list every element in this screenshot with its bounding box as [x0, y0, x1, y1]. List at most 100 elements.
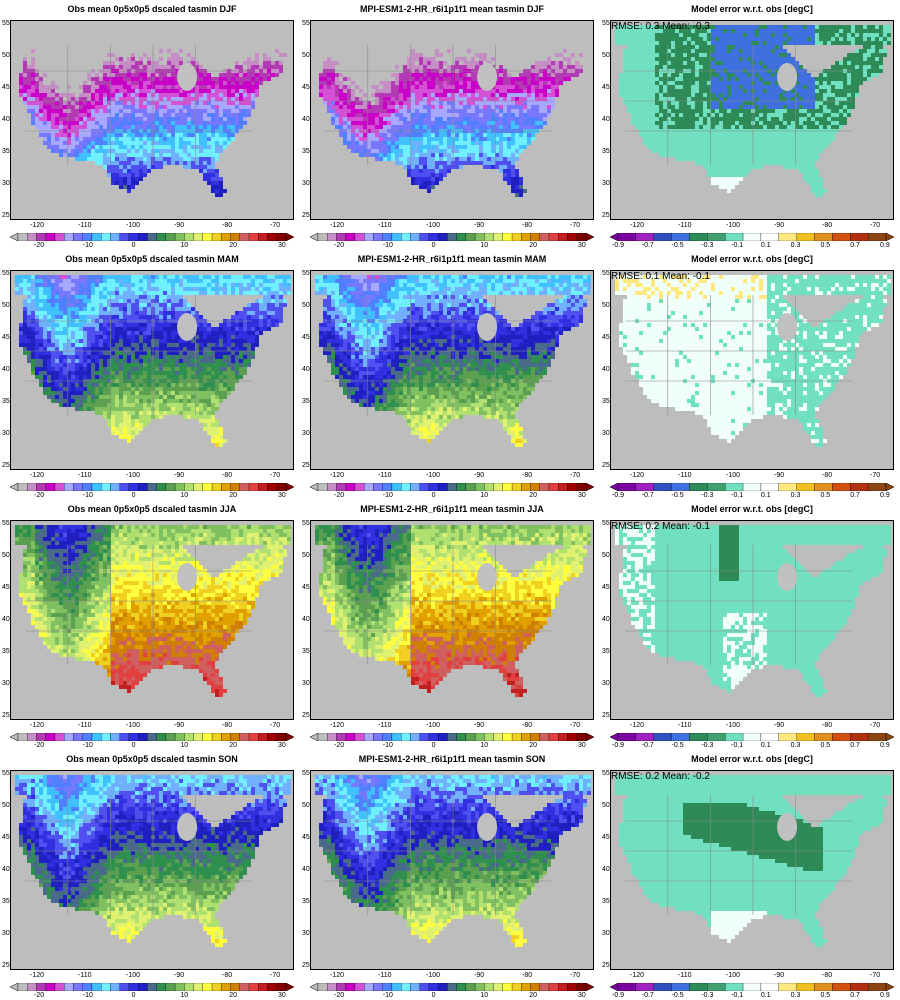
colorbar-swatch [428, 233, 439, 241]
lat-tick-label: 25 [602, 962, 610, 969]
colorbar-swatch [345, 233, 356, 241]
colorbar-swatch [832, 733, 851, 741]
colorbar [610, 983, 894, 991]
colorbar-swatch [653, 483, 672, 491]
lat-tick-label: 55 [2, 770, 10, 777]
colorbar-max-arrow [285, 733, 294, 741]
colorbar-swatch [465, 733, 476, 741]
lat-tick-label: 25 [2, 212, 10, 219]
colorbar-swatch [707, 483, 726, 491]
colorbar-min-arrow [610, 733, 619, 741]
map-raster [11, 21, 293, 219]
lat-tick-label: 35 [602, 648, 610, 655]
lon-tick-label: -80 [222, 722, 232, 729]
lon-tick-label: -80 [222, 222, 232, 229]
lon-tick-label: -90 [174, 222, 184, 229]
colorbar-swatch [193, 483, 203, 491]
lat-tick-label: 50 [302, 802, 310, 809]
colorbar-swatch [401, 483, 411, 491]
colorbar-swatch [576, 733, 587, 741]
lon-tick-label: -110 [678, 472, 692, 479]
colorbar-swatch [539, 733, 550, 741]
lat-tick-label: 35 [2, 148, 10, 155]
colorbar-min-arrow [310, 733, 319, 741]
colorbar-label: 10 [480, 742, 488, 749]
colorbar-swatch [258, 733, 268, 741]
colorbar-swatch [419, 733, 430, 741]
colorbar-label: 0.7 [850, 992, 860, 999]
colorbar-label: 0 [432, 492, 436, 499]
map-son-model [310, 770, 594, 970]
colorbar-swatch [73, 483, 83, 491]
lon-tick-label: -70 [870, 472, 880, 479]
lat-tick-label: 45 [2, 84, 10, 91]
lat-tick-label: 30 [302, 930, 310, 937]
colorbar-swatch [635, 733, 654, 741]
colorbar-swatch [814, 983, 833, 991]
colorbar-swatch [521, 233, 531, 241]
colorbar-swatch [230, 983, 240, 991]
lat-tick-label: 35 [2, 898, 10, 905]
map-raster [611, 271, 893, 469]
colorbar [10, 483, 294, 491]
colorbar-min-arrow [10, 483, 19, 491]
colorbar-swatch [73, 983, 83, 991]
lat-tick-label: 35 [2, 648, 10, 655]
colorbar-label: 0.7 [850, 492, 860, 499]
colorbar-swatch [45, 233, 56, 241]
colorbar-swatch [493, 483, 503, 491]
colorbar-swatch [635, 233, 654, 241]
colorbar-swatch [82, 733, 93, 741]
colorbar-label: -20 [34, 492, 44, 499]
colorbar-label: 0 [432, 242, 436, 249]
lon-tick-label: -120 [630, 722, 644, 729]
map-raster [11, 521, 293, 719]
colorbar-swatch [502, 483, 513, 491]
colorbar-swatch [36, 733, 46, 741]
colorbar-swatch [317, 983, 328, 991]
lon-tick-label: -120 [630, 222, 644, 229]
colorbar-label: 20 [529, 242, 537, 249]
colorbar-swatch [493, 983, 503, 991]
colorbar-swatch [156, 233, 167, 241]
colorbar-swatch [345, 983, 356, 991]
colorbar-swatch [437, 233, 448, 241]
lon-tick-label: -70 [570, 972, 580, 979]
colorbar-swatch [814, 483, 833, 491]
lat-tick-label: 55 [2, 20, 10, 27]
colorbar-max-arrow [885, 233, 894, 241]
lat-tick-label: 50 [602, 802, 610, 809]
colorbar-swatch [401, 733, 411, 741]
lat-tick-label: 40 [302, 116, 310, 123]
colorbar-max-arrow [585, 233, 594, 241]
colorbar-swatch [635, 983, 654, 991]
colorbar-label: 0.5 [820, 492, 830, 499]
colorbar-swatch [671, 983, 690, 991]
colorbar-swatch [502, 233, 513, 241]
lat-tick-label: 40 [302, 366, 310, 373]
lon-tick-label: -80 [822, 222, 832, 229]
map-djf-error [610, 20, 894, 220]
colorbar-swatch [474, 983, 485, 991]
map-cells [315, 525, 591, 697]
colorbar-label: -0.5 [672, 742, 684, 749]
colorbar-swatch [832, 983, 851, 991]
colorbar-swatch [54, 483, 65, 491]
state-borders [25, 545, 253, 665]
lat-tick-label: 45 [602, 334, 610, 341]
colorbar-label: -20 [34, 242, 44, 249]
lon-tick-label: -70 [570, 222, 580, 229]
colorbar-swatch [391, 233, 402, 241]
colorbar-swatch [45, 483, 56, 491]
colorbar-label: 0.3 [791, 742, 801, 749]
colorbar-swatch [447, 983, 457, 991]
colorbar-swatch [867, 733, 887, 741]
colorbar-swatch [184, 233, 194, 241]
colorbar-label: 10 [180, 992, 188, 999]
lon-tick-label: -120 [30, 722, 44, 729]
state-borders [325, 295, 553, 415]
map-mam-error [610, 270, 894, 470]
colorbar-swatch [248, 733, 259, 741]
panel-title: Obs mean 0p5x0p5 dscaled tasmin DJF [10, 4, 294, 14]
colorbar-swatch [502, 983, 513, 991]
